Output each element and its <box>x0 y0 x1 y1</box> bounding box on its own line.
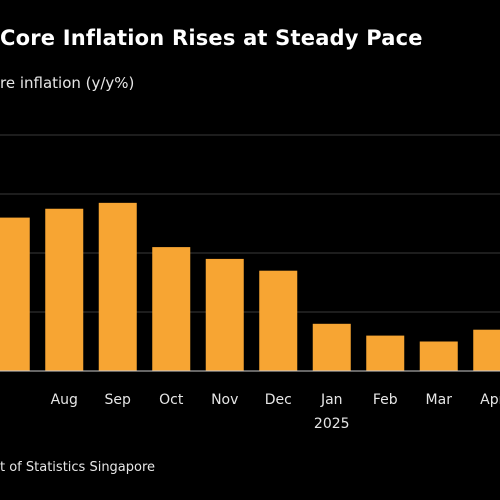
x-tick-label-jan: Jan <box>320 392 343 408</box>
x-tick-label-feb: Feb <box>373 392 398 408</box>
gridlines <box>0 134 500 313</box>
bars <box>0 202 500 371</box>
x-tick-label-nov: Nov <box>211 392 238 408</box>
x-tick-label-sep: Sep <box>105 392 132 408</box>
bar-sep <box>98 202 137 371</box>
bar-mar <box>419 341 458 371</box>
x-tick-label-dec: Dec <box>265 392 292 408</box>
bar-apr <box>473 329 500 371</box>
x-tick-year-label: 2025 <box>314 416 350 432</box>
bar-aug <box>45 208 84 371</box>
bar-nov <box>205 258 244 371</box>
x-axis-tick-labels: Aug Sep Oct Nov Dec Jan Feb Mar Apr 2025 <box>51 392 500 432</box>
bar-oct <box>152 247 191 371</box>
x-tick-label-aug: Aug <box>51 392 78 408</box>
bar-jan <box>312 323 351 371</box>
x-tick-label-mar: Mar <box>426 392 453 408</box>
chart-source: t of Statistics Singapore <box>0 460 156 475</box>
chart-subtitle: re inflation (y/y%) <box>0 74 135 92</box>
chart-title: Core Inflation Rises at Steady Pace <box>0 26 423 50</box>
bar-dec <box>259 270 298 371</box>
x-tick-label-oct: Oct <box>159 392 184 408</box>
bar-partial-0 <box>0 217 30 371</box>
x-tick-label-apr: Apr <box>480 392 500 408</box>
bar-feb <box>366 335 405 371</box>
